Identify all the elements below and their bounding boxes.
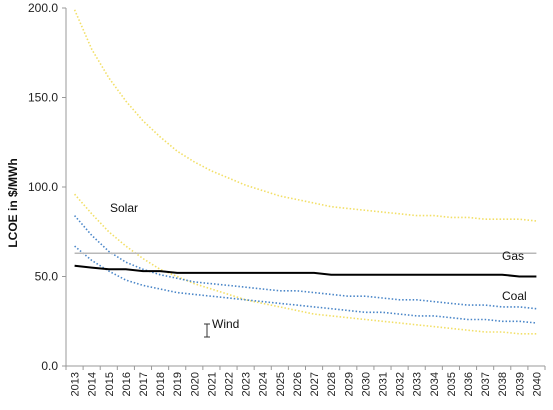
y-tick-label: 50.0 [35, 270, 59, 284]
x-tick-label: 2019 [172, 372, 184, 396]
y-tick-label: 200.0 [28, 1, 58, 15]
text-cursor-icon [204, 323, 210, 338]
x-tick-label: 2036 [463, 372, 475, 396]
x-tick-label: 2018 [155, 372, 167, 396]
x-tick-label: 2029 [343, 372, 355, 396]
series-line-2 [73, 193, 537, 335]
y-tick-label: 0.0 [41, 359, 58, 373]
x-tick-label: 2013 [70, 372, 82, 396]
x-tick-label: 2040 [531, 372, 543, 396]
x-tick-label: 2037 [480, 372, 492, 396]
x-tick-label: 2035 [446, 372, 458, 396]
y-axis-ticks: 0.0 50.0 100.0 150.0 200.0 [28, 1, 66, 373]
y-tick-label: 150.0 [28, 91, 58, 105]
x-tick-label: 2015 [104, 372, 116, 396]
x-tick-label: 2034 [429, 372, 441, 396]
series-line-6 [74, 264, 537, 278]
y-axis-label: LCOE in $/MWh [6, 158, 20, 247]
x-axis-ticks: 2013 2014 2015 2016 2017 2018 2019 2020 2021 2022… [65, 366, 546, 396]
x-tick-label: 2022 [224, 372, 236, 396]
x-tick-label: 2038 [497, 372, 509, 396]
x-tick-label: 2030 [360, 372, 372, 396]
x-tick-label: 2039 [514, 372, 526, 396]
x-tick-label: 2028 [326, 372, 338, 396]
x-tick-label: 2025 [275, 372, 287, 396]
series-line-4 [74, 245, 537, 324]
series-line-3 [73, 215, 537, 310]
x-tick-label: 2027 [309, 372, 321, 396]
series-line-1 [73, 9, 537, 222]
y-tick-label: 100.0 [28, 180, 58, 194]
annotation-coal: Coal [502, 289, 527, 303]
annotation-gas: Gas [502, 249, 524, 263]
x-tick-label: 2014 [87, 372, 99, 396]
x-tick-label: 2021 [206, 372, 218, 396]
x-tick-label: 2033 [412, 372, 424, 396]
x-tick-label: 2017 [138, 372, 150, 396]
x-tick-label: 2016 [121, 372, 133, 396]
annotation-solar: Solar [110, 201, 138, 215]
x-tick-label: 2020 [189, 372, 201, 396]
x-tick-label: 2032 [395, 372, 407, 396]
annotation-wind: Wind [212, 317, 239, 331]
x-tick-label: 2023 [241, 372, 253, 396]
x-tick-label: 2024 [258, 372, 270, 396]
series-lines [73, 9, 537, 335]
x-tick-label: 2031 [377, 372, 389, 396]
x-tick-label: 2026 [292, 372, 304, 396]
